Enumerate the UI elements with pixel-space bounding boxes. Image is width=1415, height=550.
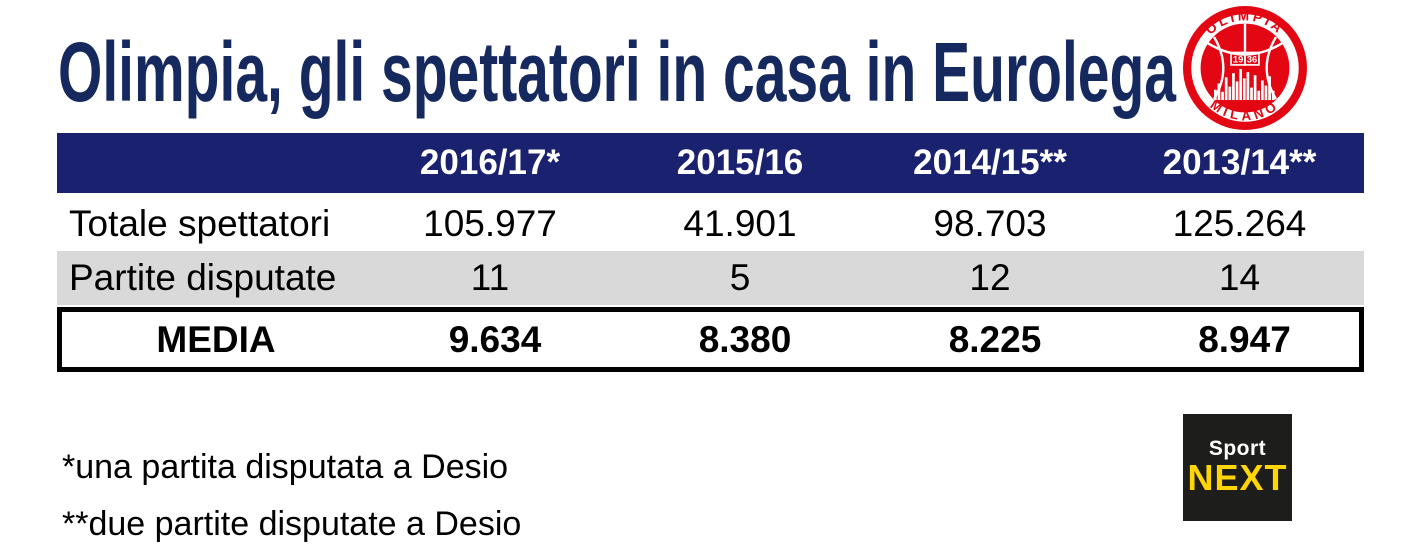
row-value: 11 bbox=[470, 257, 510, 298]
row-value: 8.225 bbox=[948, 318, 1042, 360]
header-season-2016-17: 2016/17* bbox=[419, 143, 561, 182]
row-value: 105.977 bbox=[423, 203, 557, 244]
row-value: 9.634 bbox=[448, 318, 542, 360]
milan-skyline-bars bbox=[1214, 69, 1275, 101]
header-separator bbox=[57, 193, 1364, 197]
table-row-media: MEDIA 9.634 8.380 8.225 8.947 bbox=[62, 312, 1359, 367]
row-label: Partite disputate bbox=[69, 257, 337, 298]
media-separator bbox=[57, 305, 1364, 307]
logo-year-19: 19 bbox=[1233, 54, 1243, 64]
attendance-table: 2016/17* 2015/16 2014/15** 2013/14** Tot… bbox=[57, 133, 1364, 372]
row-value: 98.703 bbox=[933, 203, 1047, 244]
logo-year-36: 36 bbox=[1247, 54, 1257, 64]
row-value: 5 bbox=[729, 257, 751, 298]
row-value: 41.901 bbox=[683, 203, 797, 244]
row-value: 12 bbox=[969, 257, 1011, 298]
footnotes: *una partita disputata a Desio **due par… bbox=[62, 442, 521, 550]
header-season-2015-16: 2015/16 bbox=[676, 143, 804, 182]
header-season-2014-15: 2014/15** bbox=[913, 143, 1067, 182]
table-row-partite-disputate: Partite disputate 11 5 12 14 bbox=[57, 251, 1364, 305]
row-label: MEDIA bbox=[156, 318, 276, 360]
sportnext-logo: Sport NEXT bbox=[1183, 414, 1292, 521]
page-title: Olimpia, gli spettatori in casa in Eurol… bbox=[58, 25, 1177, 119]
olimpia-milano-logo: OLIMPIA MILANO 19 36 bbox=[1183, 6, 1307, 130]
media-row-box: MEDIA 9.634 8.380 8.225 8.947 bbox=[57, 307, 1364, 372]
row-value: 8.947 bbox=[1198, 318, 1291, 360]
page-title-svg: Olimpia, gli spettatori in casa in Eurol… bbox=[58, 25, 1177, 119]
sportnext-next-text: NEXT bbox=[1187, 456, 1288, 498]
footnote-two-stars: **due partite disputate a Desio bbox=[62, 505, 522, 543]
sportnext-sport-text: Sport bbox=[1208, 436, 1267, 460]
table-header-row: 2016/17* 2015/16 2014/15** 2013/14** bbox=[57, 133, 1364, 193]
footnote-one-star: *una partita disputata a Desio bbox=[62, 448, 509, 486]
table-row-totale-spettatori: Totale spettatori 105.977 41.901 98.703 … bbox=[57, 197, 1364, 251]
row-value: 14 bbox=[1218, 257, 1261, 298]
header-season-2013-14: 2013/14** bbox=[1162, 143, 1317, 182]
row-value: 125.264 bbox=[1172, 203, 1307, 244]
row-label: Totale spettatori bbox=[69, 203, 331, 244]
row-value: 8.380 bbox=[698, 318, 792, 360]
